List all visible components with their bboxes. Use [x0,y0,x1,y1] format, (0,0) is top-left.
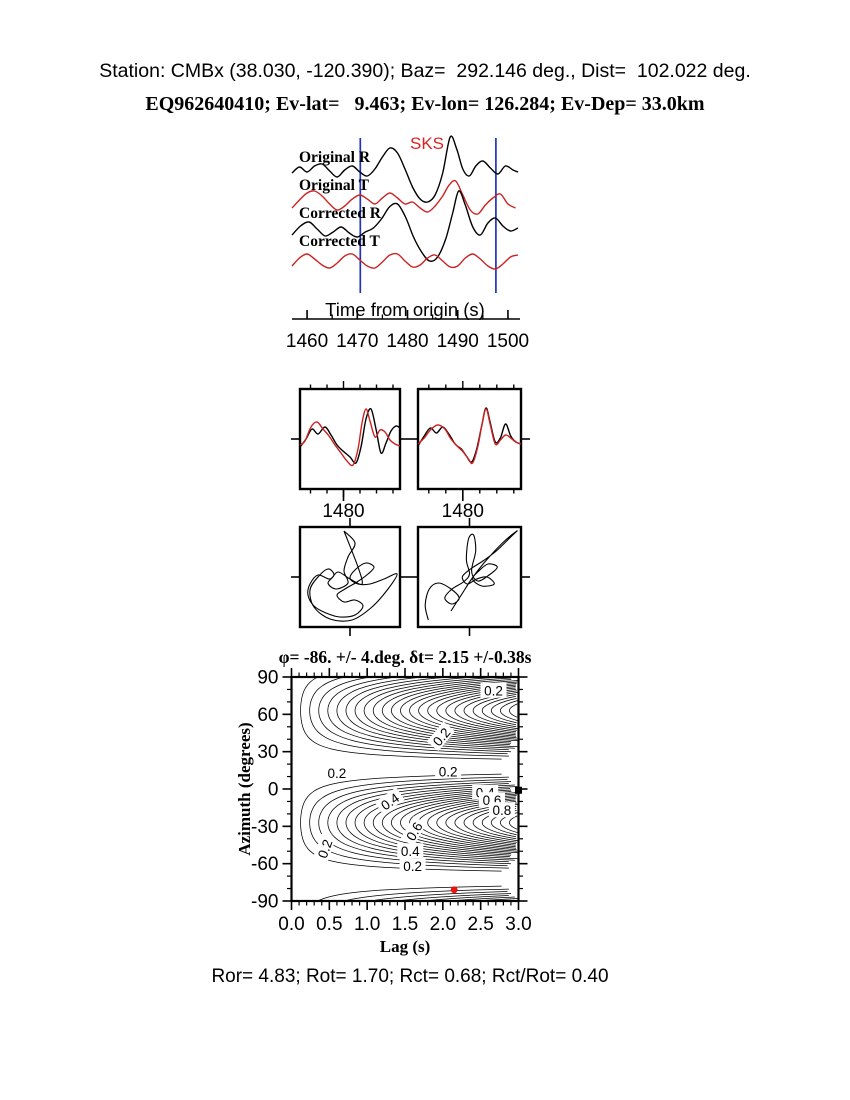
footer-stats: Ror= 4.83; Rot= 1.70; Rct= 0.68; Rct/Rot… [211,966,608,987]
zoom-trace [299,408,401,467]
azimuth-tick-label: -60 [251,854,278,875]
contour-line [509,703,518,830]
azimuth-tick-label: -30 [251,817,278,838]
azimuth-tick-label: 90 [257,668,278,689]
azimuth-axis-title: Azimuth (degrees) [235,722,254,855]
time-tick-label: 1480 [386,331,428,352]
contour-label-text: 0.2 [439,765,458,780]
zoom-trace [417,407,522,463]
event-title: EQ962640410; Ev-lat= 9.463; Ev-lon= 126.… [145,93,705,115]
best-splitting-marker [450,886,458,894]
zoom-trace [417,408,522,465]
zoom-panel: 1480 [409,381,530,522]
lag-tick-label: 3.0 [505,914,531,935]
contour-line [327,676,512,902]
contour-label: 0.8 [488,802,515,818]
contour-label-bg [399,858,426,874]
panel-frame [416,387,523,491]
zoom-tick-label: 1480 [322,501,364,522]
waveform-panel: Original R Original T Corrected R Corrected… [286,135,529,352]
trace-label: Original R [299,149,371,166]
contour-title: φ= -86. +/- 4.deg. δt= 2.15 +/-0.38s [279,647,532,667]
azimuth-tick-label: 30 [257,742,278,763]
contour-label-bg [397,843,424,859]
particle-motion-panels [291,518,530,636]
max-correlation-marker [515,786,522,794]
phase-label: SKS [410,134,444,153]
contour-label: 0.2 [312,833,336,864]
contour-label-bg [488,802,515,818]
contour-line [454,690,517,843]
time-tick-label: 1500 [487,331,529,352]
contour-label-bg [426,721,456,752]
contour-line [427,686,516,848]
azimuth-tick-label: 60 [257,705,278,726]
azimuth-tick-label: -90 [251,892,278,913]
zoom-trace [299,407,401,465]
contour-line [436,687,516,846]
particle-motion-panel [291,518,409,636]
lag-tick-label: 1.5 [392,914,418,935]
contour-label-text: 0.2 [403,859,422,874]
particle-motion-path [307,530,398,622]
lag-tick-label: 0.5 [316,914,342,935]
waveform-trace [291,135,519,203]
contour-label: 0.2 [480,682,507,699]
contour-label: 0.2 [435,763,462,780]
contour-label-text: 0.8 [493,803,512,818]
contour-line [391,680,519,854]
waveform-trace [291,179,516,215]
lag-tick-label: 2.0 [430,914,456,935]
waveform-trace [291,252,519,270]
trace-label: Original T [299,177,370,194]
time-tick-label: 1470 [336,331,378,352]
contour-label-bg [435,763,462,779]
trace-label: Corrected T [299,233,380,250]
time-tick-label: 1460 [286,331,328,352]
contour-line [463,692,518,842]
time-axis-title: Time from origin (s) [325,299,485,320]
contour-label-text: 0.2 [484,684,503,699]
trace-label: Corrected R [299,205,382,222]
error-surface-contour-panel: 90 60 30 0 -30 -60 -900.0 0.5 1.0 1.5 2.0 2.5 3.0 0.2… [251,668,532,936]
zoom-tick-label: 1480 [442,501,484,522]
zoomed-waveform-panels: 1480 1480 [291,381,530,522]
contour-label-text: 0.4 [401,844,420,859]
contour-line [309,676,509,902]
waveform-trace [291,190,519,262]
contour-line [318,676,508,902]
particle-motion-path [424,530,518,621]
contour-line [418,684,517,849]
contour-label-bg [312,833,336,864]
contour-line [445,689,517,845]
lag-tick-label: 1.0 [354,914,380,935]
contour-label-bg [480,682,507,698]
azimuth-tick-label: 0 [268,780,279,801]
particle-motion-panel [409,518,530,636]
contour-label: 0.4 [397,843,424,859]
lag-tick-label: 0.0 [278,914,304,935]
contour-label: 0.2 [399,858,426,874]
contour-label-bg [374,787,405,815]
contour-label-bg [400,816,427,847]
lag-tick-label: 2.5 [467,914,493,935]
contour-label: 0.6 [400,816,427,847]
lag-axis-title: Lag (s) [380,937,431,956]
contour-label-text: 0.2 [315,837,336,860]
panel-frame [298,387,402,491]
contour-label: 0.2 [323,764,350,781]
station-title: Station: CMBx (38.030, -120.390); Baz= 2… [99,60,751,82]
contour-label-text: 0.2 [328,766,347,781]
zoom-panel: 1480 [291,381,409,522]
contour-label-bg [323,764,350,780]
time-tick-label: 1490 [437,331,479,352]
